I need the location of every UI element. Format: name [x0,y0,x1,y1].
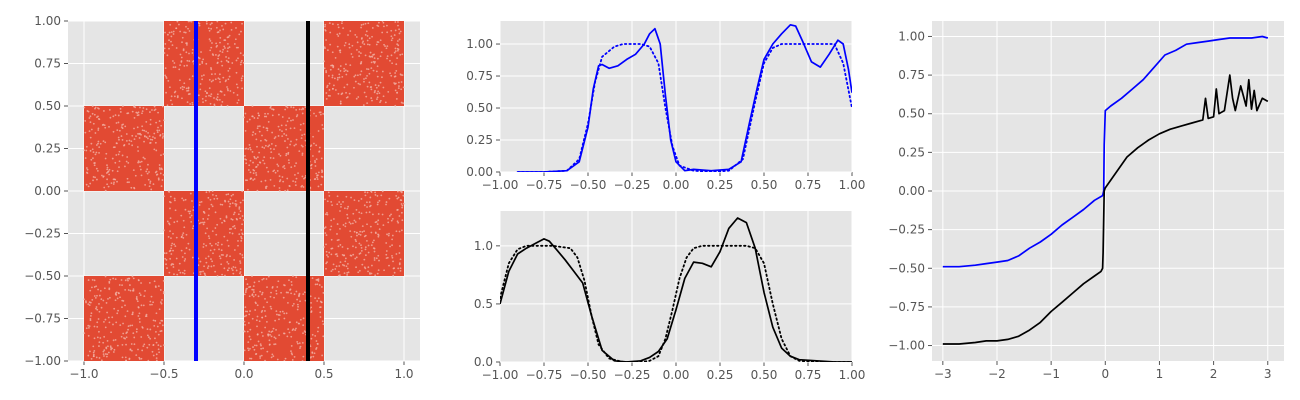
chart-density-bottom: −1.00 −0.75 −0.50 −0.25 0.00 0.25 0.50 0.75 1.00… [474,211,865,382]
series-line [942,74,1269,345]
x-tick-label: 1 [1156,367,1164,381]
y-tick-label: 0.75 [466,69,493,83]
y-tick-label: −0.50 [888,261,925,275]
chart-density-top: −1.00 −0.75 −0.50 −0.25 0.00 0.25 0.50 0.75 1.00… [466,21,865,192]
y-tick-label: −0.25 [888,223,925,237]
x-tick-label: −0.75 [526,178,563,192]
y-tick-label: 0.50 [898,107,925,121]
scatter-speckle [323,21,405,107]
y-tick-label: −0.25 [24,227,61,241]
x-tick-label: −0.25 [614,178,651,192]
y-tick-label: −0.75 [24,312,61,326]
x-tick-label: 2 [1210,367,1218,381]
scatter-square [84,106,164,191]
x-tick-label: −0.50 [570,368,607,382]
series-line [516,43,852,172]
x-tick-label: 0.50 [751,368,778,382]
x-tick-label: 0.25 [707,368,734,382]
scatter-speckle [243,105,325,192]
x-tick-label: 0.0 [234,367,253,381]
scatter-speckle [243,275,325,361]
x-tick-label: 0.5 [314,367,333,381]
y-tick-label: 0.25 [34,142,61,156]
x-tick-label: 1.00 [839,178,866,192]
x-tick-label: 1.0 [394,367,413,381]
y-tick-label: 0.50 [34,99,61,113]
y-tick-label: 1.00 [466,37,493,51]
y-tick-label: 0.75 [898,68,925,82]
x-tick-label: 0.75 [795,368,822,382]
scatter-speckle [163,190,245,277]
x-tick-label: −0.75 [526,368,563,382]
x-tick-label: 0.00 [663,178,690,192]
x-tick-label: 0.00 [663,368,690,382]
x-tick-label: −1 [1042,367,1060,381]
x-tick-label: 0.75 [795,178,822,192]
y-tick-label: 1.00 [898,29,925,43]
x-tick-label: −0.50 [570,178,607,192]
series-line [500,244,852,362]
x-tick-label: 0.25 [707,178,734,192]
scatter-square [164,191,244,276]
chart-cdf-curves: −3 −2 −1 0 1 2 3 −1.00 −0.75 −0.50 −0.25 0.00 0.25 0.… [888,21,1284,381]
y-tick-label: 0.00 [898,184,925,198]
y-tick-label: −0.75 [888,300,925,314]
series-line [500,217,852,362]
x-tick-label: −0.5 [149,367,178,381]
series-line [942,35,1269,268]
x-tick-label: −0.25 [614,368,651,382]
y-tick-label: −1.00 [888,339,925,353]
scatter-speckle [83,275,165,361]
scatter-speckle [163,21,245,107]
x-tick-label: 3 [1264,367,1272,381]
x-tick-label: −2 [988,367,1006,381]
x-tick-label: −3 [934,367,952,381]
x-tick-label: 0 [1101,367,1109,381]
y-tick-label: 0.00 [34,184,61,198]
y-tick-label: −0.50 [24,269,61,283]
y-tick-label: 0.25 [898,145,925,159]
y-tick-label: 0.25 [466,133,493,147]
x-tick-label: −1.00 [482,368,519,382]
scatter-speckle [323,190,405,277]
x-tick-label: −1.00 [482,178,519,192]
y-tick-label: 0.0 [474,355,493,369]
y-tick-label: 1.0 [474,239,493,253]
x-tick-label: 1.00 [839,368,866,382]
y-tick-label: −1.00 [24,354,61,368]
x-tick-label: −1.0 [69,367,98,381]
scatter-square [84,276,164,361]
scatter-square [244,106,324,191]
scatter-square [324,191,404,276]
y-tick-label: 0.50 [466,101,493,115]
y-tick-label: 0.5 [474,297,493,311]
y-tick-label: 0.00 [466,165,493,179]
x-tick-label: 0.50 [751,178,778,192]
y-tick-label: 0.75 [34,57,61,71]
y-tick-label: 1.00 [34,14,61,28]
scatter-square [164,21,244,106]
scatter-speckle [83,105,165,192]
chart-checkerboard: −1.0 −0.5 0.0 0.5 1.0 −1.00 −0.75 −0.50 −0.25 0.0… [24,14,420,381]
